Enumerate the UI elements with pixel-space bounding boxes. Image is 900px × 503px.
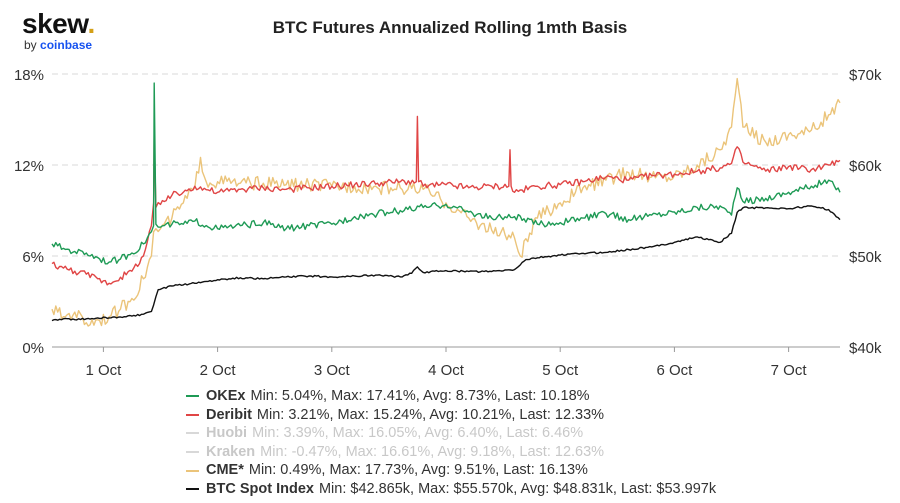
- legend-series-stats: Min: -0.47%, Max: 16.61%, Avg: 9.18%, La…: [260, 443, 605, 460]
- y-left-tick-label: 18%: [14, 67, 44, 84]
- legend-series-stats: Min: 5.04%, Max: 17.41%, Avg: 8.73%, Las…: [250, 388, 590, 404]
- y-left-tick-label: 6%: [22, 249, 44, 266]
- y-right-tick-label: $60k: [849, 158, 882, 175]
- x-tick-label: 1 Oct: [85, 362, 122, 379]
- legend-series-name: Kraken: [206, 443, 256, 460]
- gridlines: [52, 73, 840, 257]
- legend-series-stats: Min: $42.865k, Max: $55.570k, Avg: $48.8…: [318, 480, 717, 497]
- legend-series-name: BTC Spot Index: [206, 480, 314, 497]
- chart-title: BTC Futures Annualized Rolling 1mth Basi…: [272, 18, 628, 37]
- series-line-btc-spot-index: [51, 205, 841, 322]
- skew-coinbase-logo: skew. by coinbase: [22, 8, 95, 53]
- legend-swatch: [186, 488, 199, 491]
- axes: 0% 6% 12% 18% $40k $50k $60k $70k 1 Oct 2 Oct 3 Oc…: [14, 67, 882, 379]
- legend-series-name: OKEx: [206, 388, 246, 404]
- legend-series-stats: Min: 3.21%, Max: 15.24%, Avg: 10.21%, La…: [256, 406, 605, 423]
- legend-swatch: [186, 413, 199, 416]
- y-right-tick-label: $40k: [849, 340, 882, 357]
- legend-series-name: Deribit: [206, 406, 252, 423]
- legend-series-stats: Min: 3.39%, Max: 16.05%, Avg: 6.40%, Las…: [252, 425, 584, 442]
- y-left-tick-label: 12%: [14, 158, 44, 175]
- legend-item-huobi[interactable]: Huobi Min: 3.39%, Max: 16.05%, Avg: 6.40%…: [186, 424, 716, 443]
- x-tick-label: 7 Oct: [771, 362, 808, 379]
- legend-swatch: [186, 451, 199, 454]
- legend-item-kraken[interactable]: Kraken Min: -0.47%, Max: 16.61%, Avg: 9.1…: [186, 443, 716, 462]
- legend: OKEx Min: 5.04%, Max: 17.41%, Avg: 8.73%,…: [186, 387, 716, 499]
- series-line-deribit: [51, 115, 841, 286]
- legend-item-btc-spot-index[interactable]: BTC Spot Index Min: $42.865k, Max: $55.57…: [186, 480, 716, 499]
- legend-swatch: [186, 432, 199, 435]
- y-left-tick-label: 0%: [22, 340, 44, 357]
- x-tick-label: 3 Oct: [314, 362, 351, 379]
- series-line-cme-: [51, 77, 841, 327]
- series-lines: [51, 77, 841, 327]
- x-tick-label: 4 Oct: [428, 362, 465, 379]
- legend-item-okex[interactable]: OKEx Min: 5.04%, Max: 17.41%, Avg: 8.73%,…: [186, 387, 716, 406]
- y-right-tick-label: $70k: [849, 67, 882, 84]
- legend-item-cme-[interactable]: CME* Min: 0.49%, Max: 17.73%, Avg: 9.51%,…: [186, 461, 716, 480]
- x-tick-label: 6 Oct: [656, 362, 693, 379]
- legend-swatch: [186, 469, 199, 472]
- series-line-okex: [51, 82, 841, 265]
- y-right-tick-label: $50k: [849, 249, 882, 266]
- legend-item-deribit[interactable]: Deribit Min: 3.21%, Max: 15.24%, Avg: 10.…: [186, 406, 716, 425]
- x-tick-label: 5 Oct: [542, 362, 579, 379]
- legend-swatch: [186, 395, 199, 398]
- logo-company: coinbase: [40, 38, 93, 52]
- x-tick-label: 2 Oct: [200, 362, 237, 379]
- legend-series-name: Huobi: [206, 425, 248, 442]
- logo-by: by: [24, 38, 37, 52]
- logo-dot: .: [87, 8, 95, 39]
- legend-series-stats: Min: 0.49%, Max: 17.73%, Avg: 9.51%, Las…: [248, 462, 588, 479]
- legend-series-name: CME*: [206, 462, 244, 479]
- logo-brand: skew: [22, 8, 88, 39]
